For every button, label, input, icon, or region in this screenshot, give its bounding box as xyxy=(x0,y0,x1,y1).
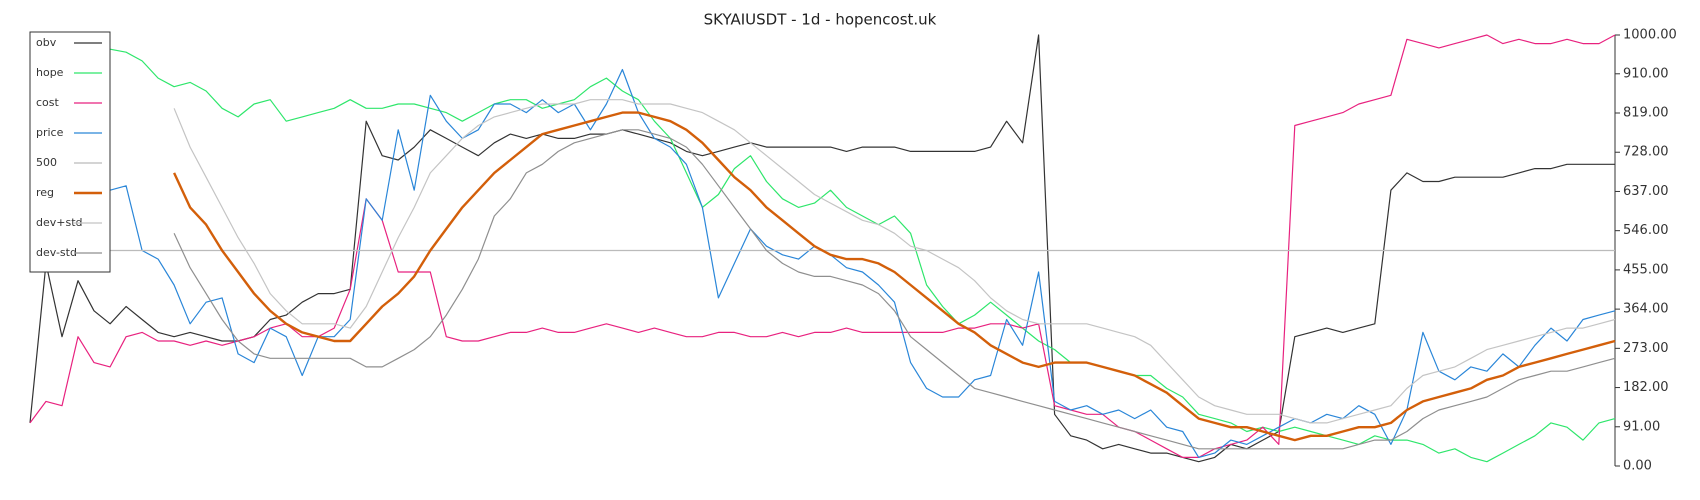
series-line xyxy=(61,43,1616,463)
legend-label: dev+std xyxy=(36,216,83,229)
series-line xyxy=(173,129,1616,450)
series-line xyxy=(173,111,1616,442)
legend-label: price xyxy=(36,126,64,139)
y-tick-label: 455.00 xyxy=(1623,262,1669,277)
y-tick-label: 546.00 xyxy=(1623,223,1669,238)
y-tick-label: 182.00 xyxy=(1623,380,1669,395)
legend-label: dev-std xyxy=(36,246,77,259)
y-tick-label: 910.00 xyxy=(1623,66,1669,81)
legend-box xyxy=(29,31,111,273)
y-tick-label: 364.00 xyxy=(1623,302,1669,317)
legend-label: obv xyxy=(36,36,57,49)
chart-title: SKYAIUSDT - 1d - hopencost.uk xyxy=(704,11,937,29)
series-line xyxy=(29,34,1615,463)
y-tick-label: 819.00 xyxy=(1623,106,1669,121)
series-line xyxy=(29,34,1616,458)
y-tick-label: 273.00 xyxy=(1623,341,1669,356)
legend-label: 500 xyxy=(36,156,57,169)
legend-label: reg xyxy=(36,186,54,199)
legend-label: cost xyxy=(36,96,60,109)
legend: obv hope cost price 500 reg dev+std dev-std xyxy=(29,31,111,273)
y-tick-label: 0.00 xyxy=(1623,459,1652,474)
y-tick-label: 1000.00 xyxy=(1623,28,1677,43)
y-tick-label: 637.00 xyxy=(1623,184,1669,199)
series-line xyxy=(109,68,1616,458)
y-tick-label: 728.00 xyxy=(1623,145,1669,160)
series-line xyxy=(173,99,1616,424)
y-tick-label: 91.00 xyxy=(1623,419,1660,434)
legend-label: hope xyxy=(36,66,64,79)
